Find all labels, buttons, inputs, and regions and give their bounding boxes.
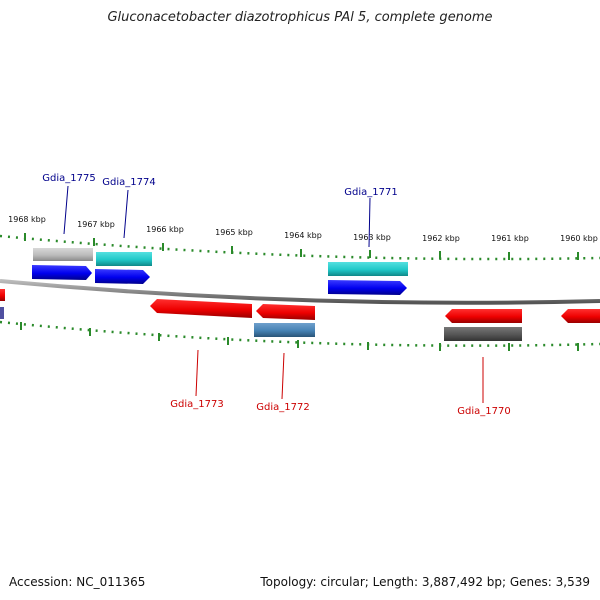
edge-reverse-gene[interactable] (561, 309, 600, 323)
genome-backbone (0, 279, 600, 305)
genome-title: Gluconacetobacter diazotrophicus PAl 5, … (107, 10, 493, 25)
reverse-features (0, 289, 600, 341)
kbp-label: 1964 kbp (284, 231, 322, 240)
gene-label-gdia-1775[interactable]: Gdia_1775 (42, 173, 95, 184)
gene-label-gdia-1770[interactable]: Gdia_1770 (457, 406, 510, 417)
kbp-label: 1963 kbp (353, 233, 391, 242)
gene-label-gdia-1772[interactable]: Gdia_1772 (256, 402, 309, 413)
kbp-label: 1967 kbp (77, 220, 115, 229)
gene-labels: Gdia_1775 Gdia_1774 Gdia_1771 Gdia_1773 … (42, 173, 510, 417)
callout-gdia-1775 (63, 185, 69, 235)
gene-arrow-gdia-1773[interactable] (150, 299, 252, 318)
gene-arrow-gdia-1772[interactable] (256, 304, 315, 320)
accession-text: Accession: NC_011365 (9, 575, 146, 589)
callout-gdia-1771 (368, 197, 371, 248)
kbp-label: 1965 kbp (215, 228, 253, 237)
gene-label-gdia-1771[interactable]: Gdia_1771 (344, 187, 397, 198)
steel-feature[interactable] (254, 323, 315, 337)
grey-feature[interactable] (33, 248, 93, 261)
callout-gdia-1774 (123, 189, 129, 239)
gene-arrow-gdia-1770[interactable] (445, 309, 522, 323)
kbp-label: 1966 kbp (146, 225, 184, 234)
kbp-label: 1962 kbp (422, 234, 460, 243)
edge-feature[interactable] (0, 307, 4, 319)
gene-arrow-gdia-1771[interactable] (328, 280, 407, 295)
kbp-labels: 1968 kbp 1967 kbp 1966 kbp 1965 kbp 1964… (8, 215, 598, 243)
dark-feature[interactable] (444, 327, 522, 341)
kbp-label: 1961 kbp (491, 234, 529, 243)
edge-reverse-gene[interactable] (0, 289, 5, 301)
gene-arrow-gdia-1775[interactable] (32, 265, 92, 280)
callout-gdia-1773 (195, 349, 199, 397)
kbp-label: 1960 kbp (560, 234, 598, 243)
genome-summary-text: Topology: circular; Length: 3,887,492 bp… (260, 575, 590, 589)
inner-tick-ring (0, 320, 600, 351)
gene-label-gdia-1773[interactable]: Gdia_1773 (170, 399, 223, 410)
cyan-feature[interactable] (96, 252, 152, 266)
callout-lines (63, 185, 484, 403)
gene-arrow-gdia-1774[interactable] (95, 269, 150, 284)
forward-features (32, 248, 408, 295)
cyan-feature[interactable] (328, 262, 408, 276)
gene-label-gdia-1774[interactable]: Gdia_1774 (102, 177, 155, 188)
kbp-label: 1968 kbp (8, 215, 46, 224)
outer-tick-ring (0, 233, 600, 261)
callout-gdia-1772 (281, 352, 285, 400)
